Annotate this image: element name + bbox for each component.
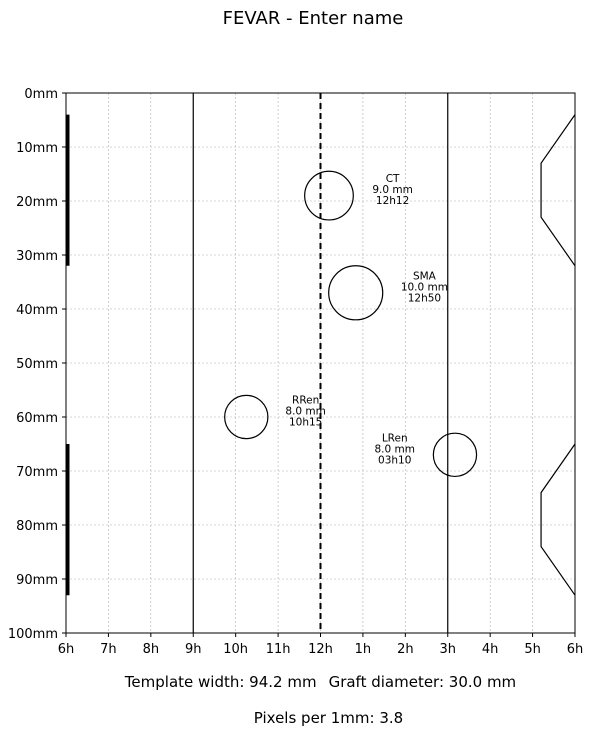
y-tick-label: 40mm <box>16 303 58 318</box>
x-tick-label: 6h <box>58 642 75 657</box>
graft-diameter-text: Graft diameter: 30.0 mm <box>328 673 517 691</box>
fenestration-circle <box>304 170 354 221</box>
x-tick-label: 6h <box>567 642 584 657</box>
fenestration-diameter-label: 8.0 mm <box>285 406 326 418</box>
y-tick-label: 80mm <box>16 519 58 534</box>
fenestration-name-label: SMA <box>413 270 437 282</box>
y-tick-label: 30mm <box>16 249 58 264</box>
plot-frame <box>65 92 576 634</box>
x-tick-label: 8h <box>143 642 160 657</box>
template-width-text: Template width: 94.2 mm <box>124 673 317 691</box>
y-tick-label: 0mm <box>24 87 58 102</box>
x-tick-label: 3h <box>439 642 456 657</box>
y-tick-label: 20mm <box>16 195 58 210</box>
fenestration-name-label: RRen <box>292 395 319 407</box>
x-tick-label: 10h <box>223 642 248 657</box>
x-tick-label: 12h <box>308 642 333 657</box>
y-tick-label: 70mm <box>16 465 58 480</box>
y-tick-label: 50mm <box>16 357 58 372</box>
fenestration-diameter-label: 9.0 mm <box>372 184 413 196</box>
fenestration-clock-label: 10h15 <box>289 417 322 429</box>
fenestration-circle <box>224 394 269 440</box>
y-tick-label: 10mm <box>16 141 58 156</box>
fenestration-clock-label: 12h50 <box>408 292 441 304</box>
x-tick-label: 1h <box>355 642 372 657</box>
scallop-lower <box>540 443 576 596</box>
x-tick-label: 7h <box>100 642 117 657</box>
y-tick-label: 60mm <box>16 411 58 426</box>
x-tick-label: 11h <box>266 642 291 657</box>
fenestration-name-label: CT <box>386 173 400 185</box>
y-tick-label: 90mm <box>16 573 58 588</box>
x-tick-label: 2h <box>397 642 414 657</box>
fenestration-clock-label: 12h12 <box>376 195 409 207</box>
fenestration-diameter-label: 10.0 mm <box>401 281 448 293</box>
x-tick-label: 5h <box>524 642 541 657</box>
fenestration-diameter-label: 8.0 mm <box>374 443 415 455</box>
footer-line-1: Template width: 94.2 mm Graft diameter: 3… <box>0 673 612 691</box>
x-tick-label: 4h <box>482 642 499 657</box>
y-tick-label: 100mm <box>8 627 58 642</box>
x-tick-label: 9h <box>185 642 202 657</box>
fenestration-circle <box>328 265 384 321</box>
diagram-title: FEVAR - Enter name <box>222 8 404 29</box>
axis-ticks: 6h 7h 8h 9h 10h 11h 12h 1h 2h 3h 4h 5h 6h 0mm 10mm 20mm… <box>8 87 583 657</box>
fenestration-name-label: LRen <box>382 432 408 444</box>
fenestration-clock-label: 03h10 <box>378 454 411 466</box>
pixels-per-mm-text: Pixels per 1mm: 3.8 <box>253 709 404 727</box>
fenestration-circle <box>432 432 478 478</box>
structure-lines <box>66 93 576 633</box>
scallop-upper <box>540 114 576 267</box>
